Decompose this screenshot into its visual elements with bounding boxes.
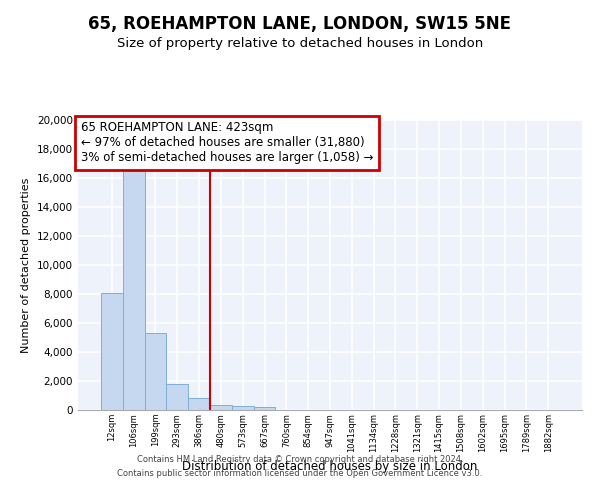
Text: 65, ROEHAMPTON LANE, LONDON, SW15 5NE: 65, ROEHAMPTON LANE, LONDON, SW15 5NE <box>89 15 511 33</box>
Bar <box>254 407 275 410</box>
Bar <box>210 405 232 410</box>
Bar <box>145 333 166 410</box>
Text: Size of property relative to detached houses in London: Size of property relative to detached ho… <box>117 38 483 51</box>
Y-axis label: Number of detached properties: Number of detached properties <box>22 178 31 352</box>
Bar <box>166 384 188 410</box>
Bar <box>188 398 210 410</box>
Text: 65 ROEHAMPTON LANE: 423sqm
← 97% of detached houses are smaller (31,880)
3% of s: 65 ROEHAMPTON LANE: 423sqm ← 97% of deta… <box>80 122 373 164</box>
Text: Contains HM Land Registry data © Crown copyright and database right 2024.
Contai: Contains HM Land Registry data © Crown c… <box>118 456 482 477</box>
Bar <box>101 292 123 410</box>
X-axis label: Distribution of detached houses by size in London: Distribution of detached houses by size … <box>182 460 478 473</box>
Bar <box>123 171 145 410</box>
Bar <box>232 406 254 410</box>
